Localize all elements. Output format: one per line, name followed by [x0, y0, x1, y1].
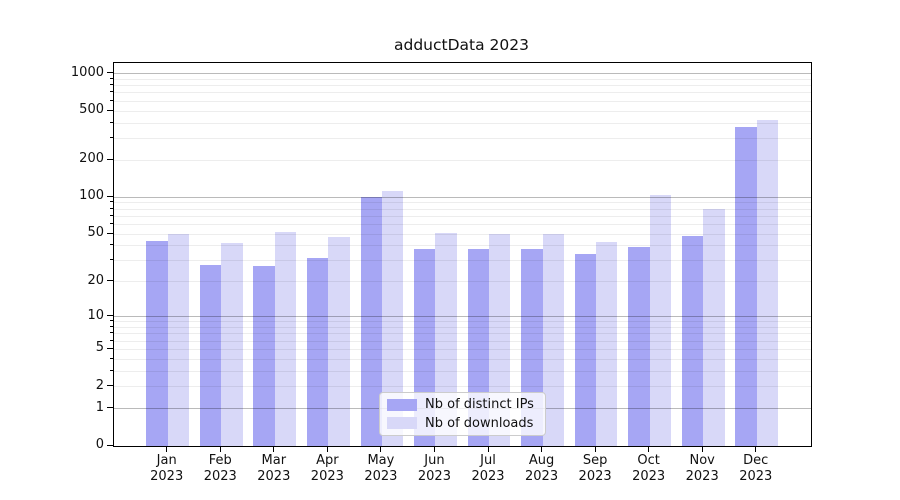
bar-dec-downloads [756, 120, 779, 446]
y-tick-label-0: 0 [95, 437, 104, 452]
bar-feb-downloads [221, 243, 243, 446]
legend-item-downloads: Nb of downloads [387, 415, 545, 432]
y-tick-label-200: 200 [79, 151, 104, 167]
bar-oct-distinct-ips [628, 247, 650, 446]
bar-jan-downloads [167, 234, 190, 446]
bar-sep-downloads [596, 242, 618, 446]
x-tick-label-jan: Jan 2023 [150, 453, 184, 484]
legend-swatch-downloads [387, 417, 417, 430]
legend-swatch-distinct-ips [387, 398, 417, 411]
chart-title: adductData 2023 [394, 36, 529, 54]
x-tick-label-may: May 2023 [364, 453, 398, 484]
y-tick-label-100: 100 [79, 188, 104, 204]
x-tick-label-oct: Oct 2023 [632, 453, 666, 484]
y-tick-label-20: 20 [87, 272, 104, 288]
legend-item-distinct-ips: Nb of distinct IPs [387, 396, 545, 413]
bar-apr-downloads [328, 237, 350, 446]
y-tick-label-10: 10 [87, 307, 104, 323]
bar-may-downloads [381, 191, 404, 446]
y-tick-label-50: 50 [87, 225, 104, 241]
x-tick-label-feb: Feb 2023 [203, 453, 237, 484]
bar-apr-distinct-ips [306, 257, 329, 446]
bar-feb-distinct-ips [199, 264, 222, 446]
y-tick-label-500: 500 [79, 102, 104, 117]
y-tick-label-1000: 1000 [70, 64, 104, 80]
bars-layer [114, 63, 811, 446]
bar-jan-distinct-ips [146, 240, 168, 446]
bar-mar-distinct-ips [253, 266, 275, 446]
bar-oct-downloads [649, 195, 672, 446]
x-tick-label-jul: Jul 2023 [471, 453, 505, 484]
x-tick-label-jun: Jun 2023 [417, 453, 451, 484]
bar-sep-distinct-ips [574, 254, 597, 446]
legend-label-distinct-ips: Nb of distinct IPs [425, 397, 534, 413]
bar-may-distinct-ips [360, 197, 382, 446]
x-tick-label-dec: Dec 2023 [739, 453, 773, 484]
bar-dec-distinct-ips [735, 127, 757, 446]
y-tick-label-2: 2 [95, 377, 104, 393]
bar-aug-downloads [542, 234, 564, 446]
x-tick-label-mar: Mar 2023 [257, 453, 291, 484]
legend: Nb of distinct IPs Nb of downloads [379, 392, 546, 436]
x-tick-label-nov: Nov 2023 [685, 453, 719, 484]
bar-nov-downloads [703, 209, 725, 446]
legend-label-downloads: Nb of downloads [425, 415, 534, 431]
y-tick-label-5: 5 [95, 340, 104, 356]
plot-area: Nb of distinct IPs Nb of downloads [113, 62, 812, 447]
y-tick-label-1: 1 [95, 399, 104, 415]
bar-nov-distinct-ips [681, 236, 704, 446]
bar-mar-downloads [274, 232, 297, 446]
x-tick-label-aug: Aug 2023 [525, 453, 559, 484]
x-tick-label-apr: Apr 2023 [310, 453, 344, 484]
x-tick-label-sep: Sep 2023 [578, 453, 612, 484]
